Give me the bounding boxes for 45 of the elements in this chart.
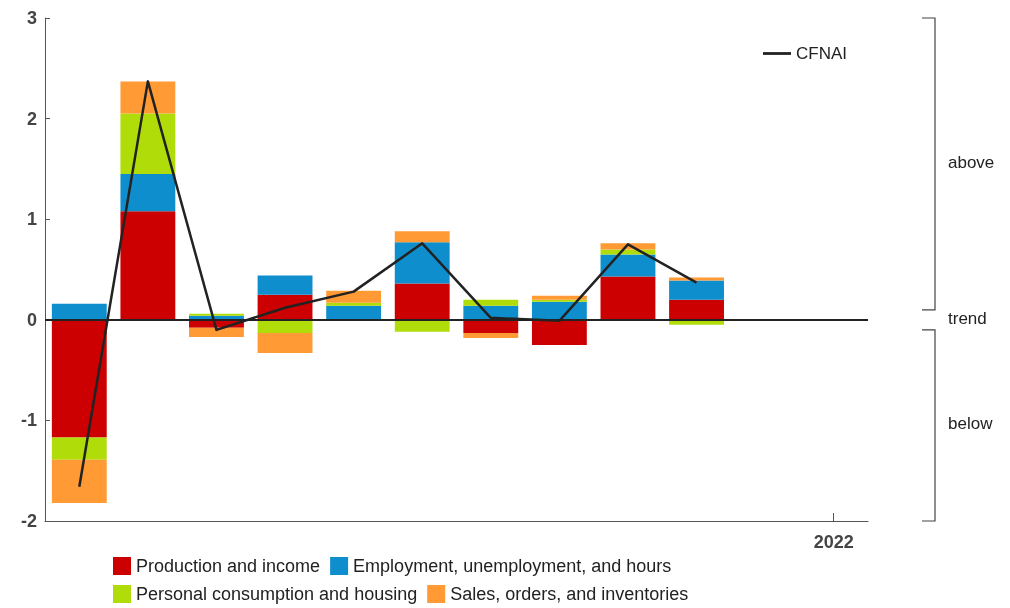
bar — [463, 299, 519, 306]
legend-label: CFNAI — [796, 44, 847, 63]
y-tick-label: 3 — [26, 8, 37, 28]
bar — [51, 319, 107, 438]
bar — [669, 280, 724, 300]
bar — [600, 276, 656, 320]
bar — [394, 231, 450, 243]
bar — [120, 113, 176, 174]
bar — [257, 332, 313, 353]
y-tick-label: 2 — [26, 108, 37, 129]
bar — [120, 173, 176, 212]
bar — [394, 242, 450, 284]
bar — [189, 327, 244, 337]
bar — [51, 459, 107, 503]
bar — [531, 295, 587, 300]
bar — [189, 313, 244, 316]
text: trend — [948, 308, 987, 328]
bar — [394, 283, 450, 320]
text: above — [948, 152, 995, 172]
bar — [326, 302, 382, 306]
bar — [600, 254, 656, 277]
legend-label: Personal consumption and housing — [136, 584, 418, 604]
bar — [326, 305, 382, 320]
x-tick-label: 2022 — [813, 532, 854, 552]
bar — [531, 319, 587, 345]
bar — [51, 437, 107, 460]
y-tick-label: -2 — [20, 511, 37, 531]
legend-label: Sales, orders, and inventories — [450, 584, 689, 604]
bar — [463, 332, 519, 338]
y-tick-label: -1 — [20, 410, 37, 431]
legend-label: Employment, unemployment, and hours — [353, 556, 672, 576]
bar — [669, 277, 724, 281]
y-tick-label: 1 — [26, 209, 37, 230]
y-tick-label: 0 — [26, 309, 37, 330]
bar — [257, 275, 313, 295]
bar — [394, 319, 450, 332]
bar — [463, 319, 519, 333]
bar — [120, 81, 176, 114]
bar — [669, 299, 724, 320]
bar — [120, 211, 176, 320]
legend-label: Production and income — [136, 556, 321, 576]
text: below — [948, 414, 994, 434]
bar — [51, 303, 107, 320]
bar — [531, 299, 587, 302]
bar — [257, 319, 313, 333]
